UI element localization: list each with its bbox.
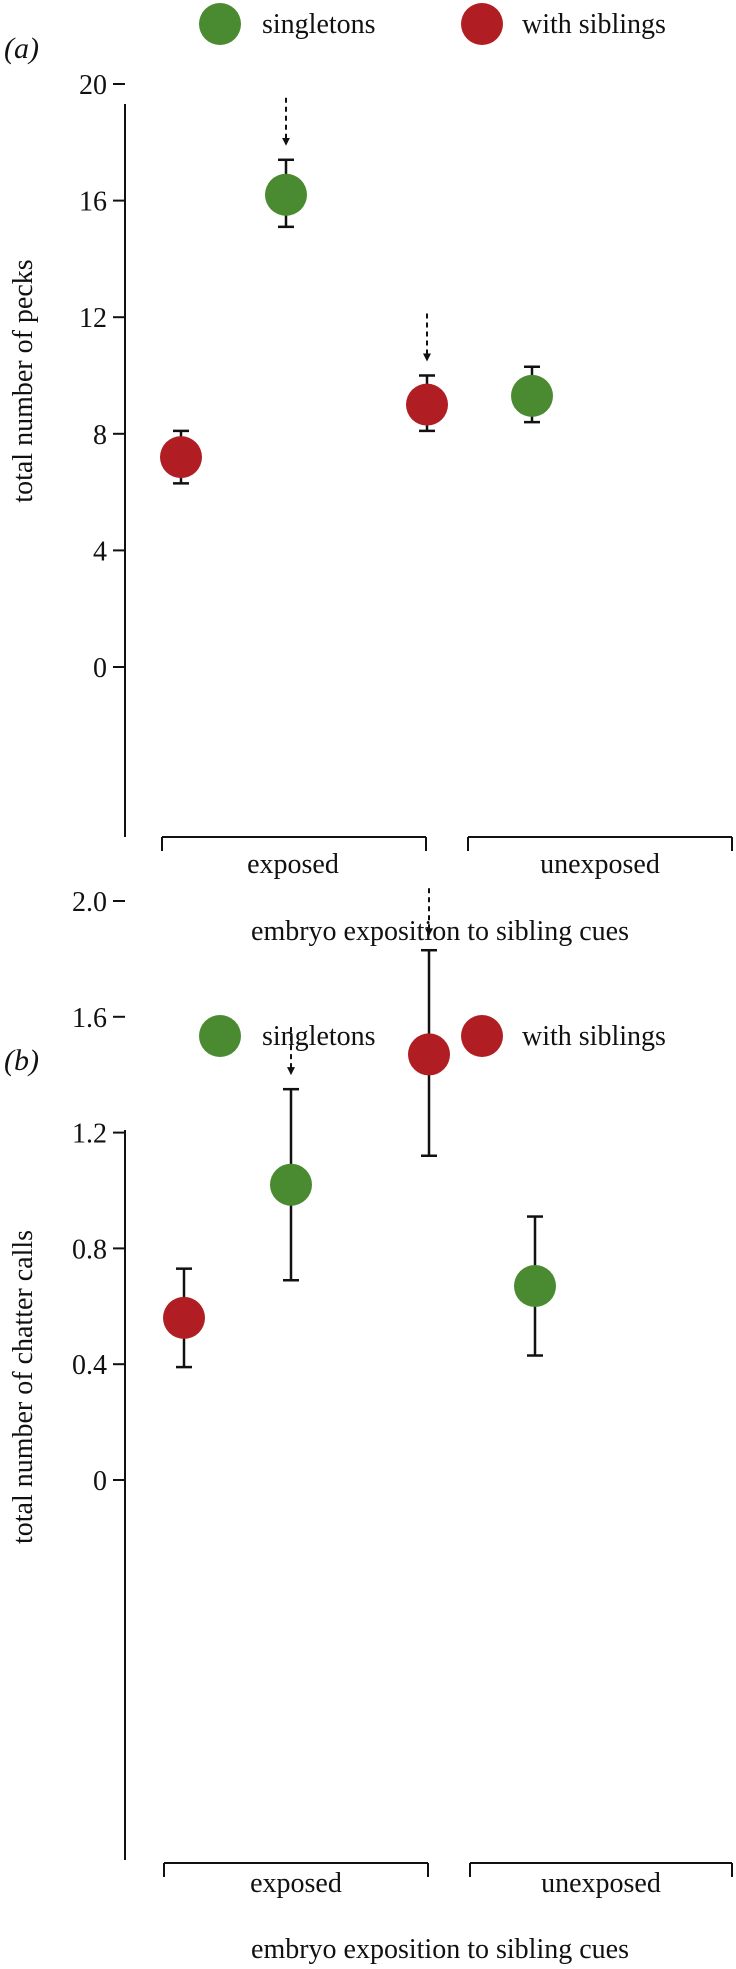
y-ticks: 0 4 8 12 16 20 — [79, 70, 125, 684]
legend-label-with-siblings: with siblings — [522, 9, 666, 40]
x-group-exposed: exposed — [161, 836, 427, 880]
y-tick-label: 0 — [93, 1466, 107, 1497]
legend-marker-with-siblings — [461, 3, 503, 45]
y-tick-label: 8 — [93, 420, 107, 451]
data-points — [160, 97, 553, 485]
data-point-unexposed-with-siblings — [406, 313, 448, 433]
data-point-exposed-with-siblings — [163, 1267, 205, 1369]
marker-singletons — [270, 1163, 312, 1206]
data-points — [163, 888, 556, 1369]
y-ticks: 0 0.4 0.8 1.2 1.6 2.0 — [72, 887, 125, 1497]
legend-marker-singletons — [199, 1015, 241, 1057]
x-axis-label: embryo exposition to sibling cues — [251, 916, 629, 947]
data-point-exposed-singletons — [265, 97, 307, 229]
data-point-exposed-singletons — [270, 1027, 312, 1282]
marker-singletons — [514, 1265, 556, 1308]
data-point-exposed-with-siblings — [160, 429, 202, 485]
legend-label-with-siblings: with siblings — [522, 1021, 666, 1052]
marker-with-siblings — [406, 383, 448, 426]
legend-label-singletons: singletons — [262, 1021, 376, 1052]
marker-with-siblings — [160, 436, 202, 479]
y-axis-label: total number of pecks — [8, 259, 39, 502]
marker-singletons — [265, 173, 307, 216]
group-label-unexposed: unexposed — [541, 1868, 661, 1899]
panel-label: (a) — [4, 32, 39, 65]
marker-singletons — [511, 374, 553, 417]
legend: singletons with siblings — [199, 3, 666, 45]
y-tick-label: 1.2 — [72, 1119, 107, 1150]
legend-marker-with-siblings — [461, 1015, 503, 1057]
y-tick-label: 20 — [79, 70, 107, 101]
x-group-exposed: exposed — [163, 1862, 429, 1899]
panel-label: (b) — [4, 1044, 39, 1077]
y-tick-label: 4 — [93, 536, 107, 567]
legend: singletons with siblings — [199, 1015, 666, 1057]
data-point-unexposed-with-siblings — [408, 888, 450, 1158]
group-label-exposed: exposed — [247, 849, 339, 880]
x-group-unexposed: unexposed — [467, 836, 733, 880]
data-point-unexposed-singletons — [511, 365, 553, 424]
group-label-unexposed: unexposed — [540, 849, 660, 880]
panel-a: singletons with siblings (a) total numbe… — [4, 3, 733, 947]
y-tick-label: 0.8 — [72, 1234, 107, 1265]
y-tick-label: 2.0 — [72, 887, 107, 918]
marker-with-siblings — [408, 1033, 450, 1076]
y-tick-label: 1.6 — [72, 1003, 107, 1034]
marker-with-siblings — [163, 1296, 205, 1339]
y-tick-label: 0.4 — [72, 1350, 107, 1381]
x-axis-label: embryo exposition to sibling cues — [251, 1934, 629, 1965]
y-tick-label: 0 — [93, 653, 107, 684]
x-group-unexposed: unexposed — [469, 1862, 733, 1899]
legend-marker-singletons — [199, 3, 241, 45]
y-axis-label: total number of chatter calls — [8, 1230, 39, 1544]
panel-b: singletons with siblings (b) total numbe… — [4, 887, 733, 1965]
y-tick-label: 12 — [79, 303, 107, 334]
group-label-exposed: exposed — [250, 1868, 342, 1899]
y-tick-label: 16 — [79, 187, 107, 218]
legend-label-singletons: singletons — [262, 9, 376, 40]
data-point-unexposed-singletons — [514, 1215, 556, 1357]
